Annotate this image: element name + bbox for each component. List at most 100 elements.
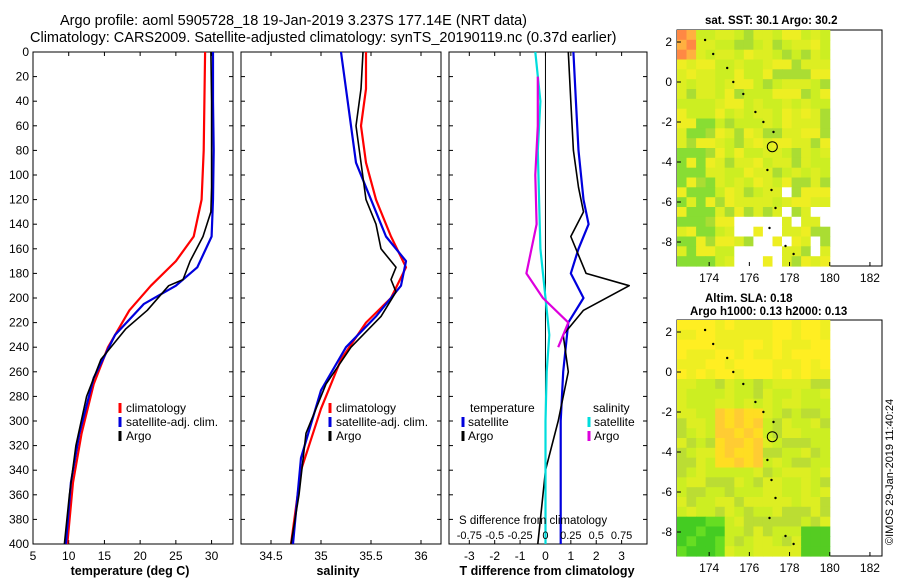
map-cell bbox=[743, 49, 754, 61]
map-cell bbox=[801, 398, 812, 410]
map-cell bbox=[782, 369, 793, 380]
map-cell bbox=[686, 408, 697, 419]
map-cell bbox=[677, 359, 688, 370]
map-cell bbox=[820, 79, 831, 90]
map-cell bbox=[791, 216, 802, 228]
trajectory-point bbox=[768, 516, 771, 520]
map-cell bbox=[696, 497, 707, 508]
map-cell bbox=[772, 438, 783, 449]
map-cell bbox=[724, 216, 735, 228]
map-cell bbox=[762, 408, 773, 419]
x-tick-label: 25 bbox=[169, 549, 183, 563]
map-cell bbox=[762, 349, 773, 360]
map-cell bbox=[715, 546, 726, 557]
map-cell bbox=[810, 157, 821, 169]
map-cell bbox=[801, 418, 812, 429]
map-cell bbox=[705, 398, 716, 410]
map-cell bbox=[696, 216, 707, 228]
map-cell bbox=[762, 487, 773, 498]
map-cell bbox=[791, 207, 802, 218]
trajectory-point bbox=[754, 110, 757, 114]
map-cell bbox=[762, 216, 773, 228]
map-cell bbox=[715, 349, 726, 360]
map-cell bbox=[762, 236, 773, 247]
trajectory-point bbox=[712, 342, 715, 346]
map-cell bbox=[705, 447, 716, 459]
map-cell bbox=[820, 467, 831, 478]
map-cell bbox=[743, 477, 754, 488]
map-cell bbox=[753, 467, 764, 478]
temperature-panel: 0 20 40 60 80 100 120 140 160 180 200 220 240 260 280 3… bbox=[9, 45, 234, 578]
map-cell bbox=[762, 536, 773, 547]
legend-label: Argo bbox=[336, 429, 362, 443]
map-cell bbox=[677, 349, 688, 360]
map-cell bbox=[753, 369, 764, 380]
map-cell bbox=[715, 359, 726, 370]
map-cell bbox=[677, 49, 688, 61]
map-cell bbox=[810, 69, 821, 80]
map-cell bbox=[791, 408, 802, 419]
map-cell bbox=[743, 197, 754, 208]
map-cell bbox=[705, 157, 716, 169]
y-tick-label: 220 bbox=[9, 316, 29, 330]
map-cell bbox=[734, 128, 745, 139]
map-cell bbox=[753, 148, 764, 159]
map-cell bbox=[686, 226, 697, 238]
map-cell bbox=[820, 167, 831, 179]
map-cell bbox=[772, 128, 783, 139]
x-tick-label: 176 bbox=[739, 271, 759, 285]
map-cell bbox=[762, 187, 773, 198]
map-cell bbox=[705, 467, 716, 478]
map-cell bbox=[801, 236, 812, 247]
map-cell bbox=[753, 187, 764, 198]
map-cell bbox=[715, 388, 726, 400]
map-cell bbox=[734, 236, 745, 247]
map-cell bbox=[743, 207, 754, 218]
map-cell bbox=[715, 216, 726, 228]
map-cell bbox=[810, 246, 821, 257]
map-cell bbox=[734, 157, 745, 169]
map-cell bbox=[753, 30, 764, 41]
map-cell bbox=[782, 246, 793, 257]
map-cell bbox=[696, 398, 707, 410]
map-cell bbox=[772, 89, 783, 100]
map-cell bbox=[791, 79, 802, 90]
y-tick-label: 40 bbox=[16, 94, 30, 108]
map-cell bbox=[724, 69, 735, 80]
map-cell bbox=[734, 256, 745, 267]
map-cell bbox=[724, 526, 735, 537]
map-cell bbox=[743, 216, 754, 228]
map-cell bbox=[772, 388, 783, 400]
map-cell bbox=[762, 246, 773, 257]
map-cell bbox=[810, 526, 821, 537]
map-cell bbox=[801, 497, 812, 508]
argo-position-marker bbox=[766, 431, 778, 443]
map-cell bbox=[696, 39, 707, 51]
map-cell bbox=[696, 108, 707, 120]
map-cell bbox=[801, 216, 812, 228]
map-cell bbox=[820, 108, 831, 120]
map-cell bbox=[820, 487, 831, 498]
map-cell bbox=[772, 207, 783, 218]
map-cell bbox=[724, 59, 735, 70]
map-cell bbox=[724, 30, 735, 41]
map-cell bbox=[686, 477, 697, 488]
map-cell bbox=[801, 148, 812, 159]
map-cell bbox=[791, 246, 802, 257]
argo-position-marker bbox=[766, 141, 778, 153]
map-cell bbox=[686, 506, 697, 518]
map-cell bbox=[734, 207, 745, 218]
map-cell bbox=[734, 108, 745, 120]
map-cell bbox=[724, 398, 735, 410]
map-cell bbox=[686, 438, 697, 449]
map-cell bbox=[715, 526, 726, 537]
map-cell bbox=[753, 320, 764, 331]
map-cell bbox=[782, 49, 793, 61]
y-tick-label: -6 bbox=[661, 485, 672, 499]
map-cell bbox=[724, 98, 735, 110]
map-cell bbox=[677, 408, 688, 419]
map-cell bbox=[801, 359, 812, 370]
trajectory-point bbox=[772, 420, 775, 424]
map-cell bbox=[801, 339, 812, 351]
legend-temperature-title: temperature bbox=[470, 401, 535, 415]
